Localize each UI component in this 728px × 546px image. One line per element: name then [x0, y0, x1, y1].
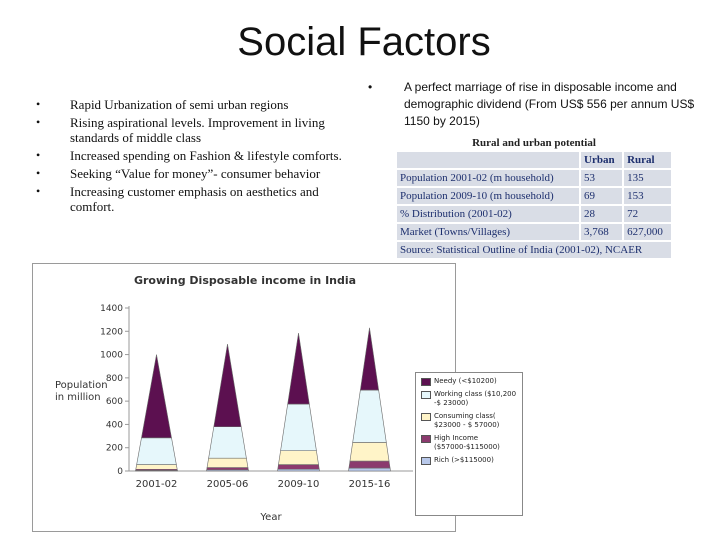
bullet-text: Seeking “Value for money”- consumer beha…	[70, 166, 321, 181]
table-row: Market (Towns/Villages) 3,768 627,000	[397, 224, 671, 240]
table-title: Rural and urban potential	[472, 137, 596, 149]
y-tick-label: 1400	[100, 304, 123, 314]
y-axis-label-line: Population	[55, 380, 108, 391]
legend-label: Rich (>$115000)	[434, 456, 494, 464]
legend-label: High Income ($57000-$115000)	[434, 434, 500, 451]
cone-segment	[135, 464, 178, 470]
table-row: % Distribution (2001-02) 28 72	[397, 206, 671, 222]
x-tick-label: 2005-06	[207, 479, 249, 490]
bullet-symbol: •	[36, 97, 41, 111]
table-cell: 3,768	[581, 224, 623, 240]
y-tick-label: 200	[106, 444, 123, 454]
cone-segment	[348, 460, 391, 469]
bullet-symbol: •	[36, 148, 41, 162]
cone-segment	[360, 327, 379, 391]
table-header-cell: Rural	[624, 152, 671, 168]
cone-segment	[287, 332, 310, 405]
legend-swatch	[421, 457, 431, 465]
table-cell: Market (Towns/Villages)	[397, 224, 579, 240]
legend-item: Needy (<$10200)	[421, 377, 519, 386]
bullet-item: • Increasing customer emphasis on aesthe…	[36, 184, 366, 214]
bullet-symbol: •	[36, 115, 41, 129]
x-tick-label: 2015-16	[349, 479, 391, 490]
bullet-item: • Rising aspirational levels. Improvement…	[36, 115, 366, 145]
table-row: Population 2009-10 (m household) 69 153	[397, 188, 671, 204]
cone-segment	[213, 344, 242, 428]
x-tick-label: 2009-10	[278, 479, 320, 490]
bullet-text: A perfect marriage of rise in disposable…	[404, 80, 695, 128]
bullet-text: Rising aspirational levels. Improvement …	[70, 115, 325, 145]
bullet-item: • Increased spending on Fashion & lifesty…	[36, 148, 366, 163]
table-cell: 28	[581, 206, 623, 222]
y-axis-label-line: in million	[55, 392, 101, 403]
table-cell: Population 2009-10 (m household)	[397, 188, 579, 204]
table-cell: 153	[624, 188, 671, 204]
table-cell: 69	[581, 188, 623, 204]
bullet-text: Increasing customer emphasis on aestheti…	[70, 184, 319, 214]
table-header-cell	[397, 152, 579, 168]
table-cell: 53	[581, 170, 623, 186]
table-cell: 135	[624, 170, 671, 186]
legend-item: Consuming class( $23000 - $ 57000)	[421, 412, 519, 430]
table-cell: 72	[624, 206, 671, 222]
legend-item: Working class ($10,200 -$ 23000)	[421, 390, 519, 408]
y-tick-label: 400	[106, 420, 123, 430]
legend-label: Needy (<$10200)	[434, 377, 497, 385]
cone-segment	[141, 354, 172, 439]
bullet-item: • Rapid Urbanization of semi urban region…	[36, 97, 366, 112]
cone-segment	[348, 467, 391, 472]
table-grid: Urban Rural Population 2001-02 (m househ…	[395, 150, 673, 260]
table-cell: % Distribution (2001-02)	[397, 206, 579, 222]
legend-label: Consuming class( $23000 - $ 57000)	[434, 412, 500, 429]
table-cell: 627,000	[624, 224, 671, 240]
cone-segment	[278, 450, 319, 465]
legend-swatch	[421, 435, 431, 443]
legend-swatch	[421, 391, 431, 399]
cone-segment	[349, 442, 390, 462]
legend-item: Rich (>$115000)	[421, 456, 519, 465]
legend-swatch	[421, 378, 431, 386]
cone-segment	[136, 437, 177, 465]
y-tick-label: 1200	[100, 327, 123, 337]
cone-segment	[208, 426, 247, 459]
left-bullet-list: • Rapid Urbanization of semi urban region…	[36, 97, 366, 217]
legend-item: High Income ($57000-$115000)	[421, 434, 519, 452]
bullet-symbol: •	[36, 166, 41, 180]
legend-label: Working class ($10,200 -$ 23000)	[434, 390, 517, 407]
table-row: Population 2001-02 (m household) 53 135	[397, 170, 671, 186]
slide-title: Social Factors	[237, 20, 491, 64]
table-header-cell: Urban	[581, 152, 623, 168]
bullet-text: Rapid Urbanization of semi urban regions	[70, 97, 289, 112]
cone-segment	[352, 389, 387, 443]
cone-segment	[277, 464, 320, 470]
table-source-row: Source: Statistical Outline of India (20…	[397, 242, 671, 258]
x-axis-label: Year	[259, 512, 282, 523]
chart-svg: Growing Disposable income in India Year …	[55, 274, 413, 523]
bullet-item: • Seeking “Value for money”- consumer beh…	[36, 166, 366, 181]
cone-segment	[206, 457, 249, 468]
table-source: Source: Statistical Outline of India (20…	[397, 242, 671, 258]
x-tick-label: 2001-02	[136, 479, 178, 490]
chart-title: Growing Disposable income in India	[134, 274, 356, 287]
y-tick-label: 1000	[100, 351, 123, 361]
income-chart: Growing Disposable income in India Year …	[32, 263, 456, 532]
rural-urban-table: Rural and urban potential Urban Rural Po…	[395, 136, 673, 260]
y-tick-label: 0	[117, 467, 123, 477]
y-tick-label: 600	[106, 397, 123, 407]
table-cell: Population 2001-02 (m household)	[397, 170, 579, 186]
y-tick-label: 800	[106, 374, 123, 384]
bullet-symbol: •	[36, 184, 41, 198]
cone-segment	[206, 467, 249, 471]
cone-segment	[280, 403, 317, 451]
legend-swatch	[421, 413, 431, 421]
right-bullet: • A perfect marriage of rise in disposab…	[368, 79, 718, 130]
table-header-row: Urban Rural	[397, 152, 671, 168]
bullet-text: Increased spending on Fashion & lifestyl…	[70, 148, 342, 163]
bullet-symbol: •	[368, 80, 373, 94]
chart-legend: Needy (<$10200) Working class ($10,200 -$…	[415, 372, 523, 516]
